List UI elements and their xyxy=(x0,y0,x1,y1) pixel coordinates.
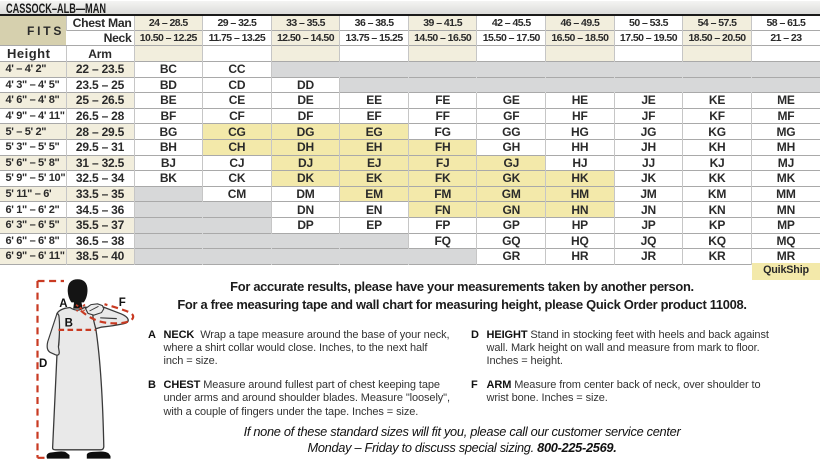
svg-text:F: F xyxy=(119,297,126,309)
svg-text:B: B xyxy=(65,318,73,330)
svg-text:D: D xyxy=(39,358,47,370)
svg-text:A: A xyxy=(59,298,67,310)
